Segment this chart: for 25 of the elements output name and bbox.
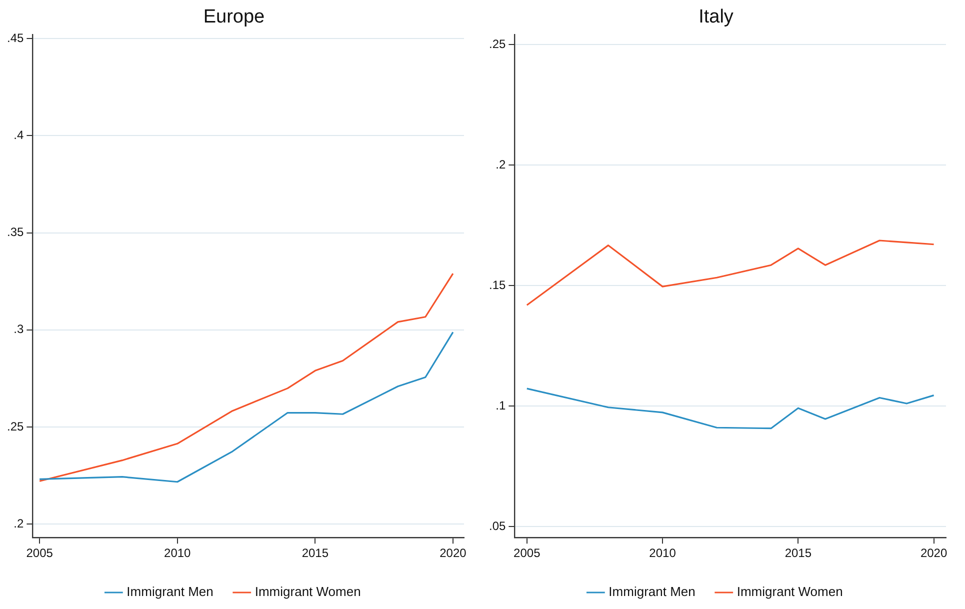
x-tick-label: 2015 [784,546,812,560]
chart-title: Europe [203,6,265,28]
x-tick-label: 2010 [164,546,192,560]
y-tick-label: .1 [496,398,506,412]
y-tick-label: .3 [14,322,24,336]
y-tick-label: .05 [488,519,506,534]
y-tick-label: .15 [488,278,506,292]
legend-label: Immigrant Men [126,584,214,600]
x-tick-label: 2005 [514,546,541,560]
x-tick-label: 2005 [26,546,54,560]
x-tick-label: 2010 [649,546,676,560]
x-tick-label: 2020 [920,546,948,560]
y-tick-label: .45 [6,30,24,45]
y-tick-label: .35 [6,225,24,240]
y-tick-label: .25 [6,419,24,434]
y-tick-label: .25 [488,36,506,51]
legend-label: Immigrant Women [736,584,843,600]
y-tick-label: .2 [14,516,24,530]
y-tick-label: .2 [496,157,506,172]
chart-title: Italy [698,6,734,28]
x-tick-label: 2015 [302,546,329,560]
legend-label: Immigrant Men [608,584,696,600]
x-tick-label: 2020 [440,546,467,560]
y-tick-label: .4 [14,128,24,142]
legend-label: Immigrant Women [254,584,361,600]
